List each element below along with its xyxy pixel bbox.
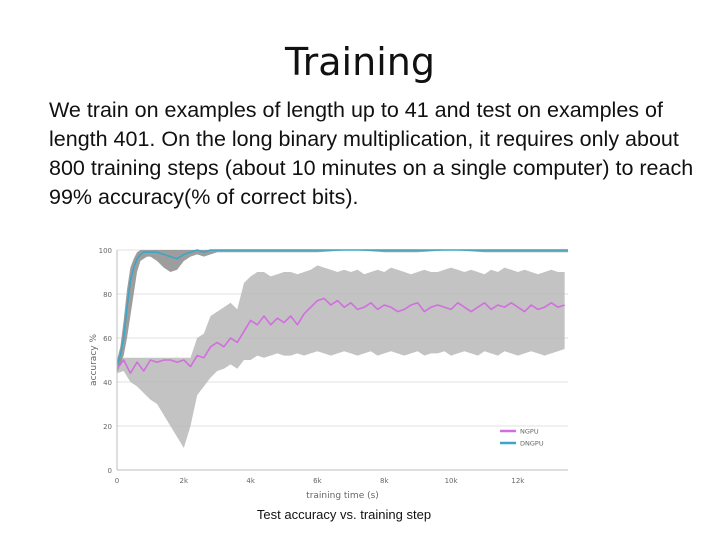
x-tick-label: 4k [246, 477, 255, 485]
x-tick-label: 0 [115, 477, 119, 485]
legend: NGPU DNGPU [500, 428, 544, 448]
band-ngpu [117, 265, 565, 448]
accuracy-chart-svg: 0 20 40 60 80 100 0 2k 4k 6k 8k 10k 12k training time… [89, 247, 568, 501]
x-tick-label: 8k [380, 477, 389, 485]
band-dngpu [117, 250, 568, 374]
x-tick-label: 2k [180, 477, 189, 485]
x-tick-label: 6k [313, 477, 322, 485]
y-tick-label: 40 [103, 379, 112, 387]
x-tick-label: 12k [511, 477, 525, 485]
series-line-dngpu [116, 249, 568, 365]
axes: 0 20 40 60 80 100 0 2k 4k 6k 8k 10k 12k training time… [89, 247, 568, 501]
legend-label: DNGPU [520, 440, 544, 448]
series-lines [116, 249, 568, 374]
y-tick-label: 20 [103, 423, 112, 431]
x-axis-label: training time (s) [306, 491, 379, 501]
y-tick-label: 0 [108, 467, 112, 475]
series-line-ngpu [116, 297, 565, 374]
x-tick-label: 10k [445, 477, 459, 485]
y-tick-label: 80 [103, 291, 112, 299]
figure-caption: Test accuracy vs. training step [256, 507, 432, 522]
slide-body-text: We train on examples of length up to 41 … [49, 98, 694, 209]
y-tick-label: 60 [103, 335, 112, 343]
variance-bands [117, 250, 568, 448]
legend-label: NGPU [520, 428, 539, 436]
y-axis-label: accuracy % [89, 334, 99, 386]
y-tick-label: 100 [99, 247, 112, 255]
accuracy-chart: 0 20 40 60 80 100 0 2k 4k 6k 8k 10k 12k training time… [80, 233, 580, 505]
slide-title: Training [285, 40, 435, 84]
